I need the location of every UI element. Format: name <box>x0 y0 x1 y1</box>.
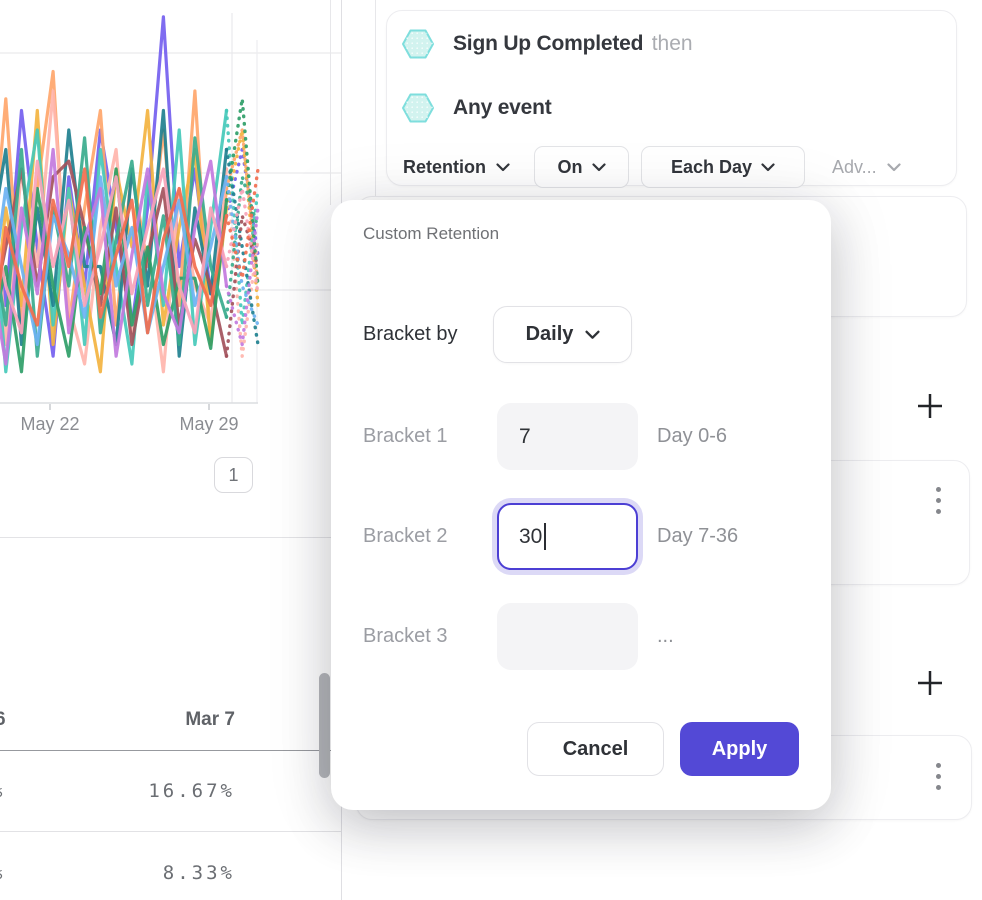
table-row[interactable]: % 16.67% <box>0 751 341 832</box>
chevron-down-icon <box>591 162 606 171</box>
page-number: 1 <box>228 464 239 485</box>
on-dropdown-label: On <box>557 156 583 177</box>
section-divider <box>0 537 341 538</box>
vertical-scrollbar-thumb[interactable] <box>319 673 330 778</box>
on-dropdown[interactable]: On <box>534 146 629 188</box>
plus-icon <box>918 394 942 418</box>
bracket-2-label: Bracket 2 <box>363 525 448 547</box>
kebab-dot <box>935 763 941 768</box>
bracket-row-2: Bracket 2 30 Day 7-36 <box>363 503 799 570</box>
bracket-3-input[interactable] <box>497 603 638 670</box>
retention-table: 6 Mar 7 % 16.67% % 8.33% <box>0 690 341 900</box>
table-header-row: 6 Mar 7 <box>0 690 341 751</box>
bracket-by-row: Bracket by Daily <box>363 306 799 363</box>
table-cell-retention-value: 8.33% <box>162 861 235 884</box>
interval-dropdown-label: Each Day <box>670 156 753 177</box>
chart-canvas <box>0 13 341 410</box>
event-hexagon-icon <box>402 29 434 59</box>
bracket-3-label: Bracket 3 <box>363 625 448 647</box>
interval-dropdown[interactable]: Each Day <box>641 146 805 188</box>
bracket-2-range: Day 7-36 <box>657 525 739 547</box>
add-metric-button[interactable] <box>915 391 945 421</box>
table-cell-clipped: % <box>0 862 20 884</box>
add-filter-button[interactable] <box>915 668 945 698</box>
kebab-dot <box>935 774 941 779</box>
metric-dropdown-label: Retention <box>403 156 486 177</box>
advanced-dropdown-label: Adv... <box>832 156 877 177</box>
bracket-by-value: Daily <box>525 323 574 345</box>
kebab-dot <box>935 509 941 514</box>
kebab-dot <box>935 498 941 503</box>
x-axis-tick-label: May 29 <box>179 414 239 434</box>
modal-actions: Cancel Apply <box>527 722 799 776</box>
text-cursor <box>544 523 547 550</box>
metric-controls-row: Retention On Each Day Adv... <box>401 146 940 188</box>
chevron-down-icon <box>761 162 775 171</box>
table-header-cell-clipped: 6 <box>0 709 6 730</box>
pane-divider <box>375 0 376 200</box>
event-step-row[interactable]: Sign Up Completed then <box>401 27 940 61</box>
bracket-1-input[interactable]: 7 <box>497 403 638 470</box>
kebab-dot <box>935 785 941 790</box>
metric-dropdown[interactable]: Retention <box>401 157 512 178</box>
table-cell-clipped: % <box>0 780 20 802</box>
card-options-menu-button[interactable] <box>928 763 948 790</box>
apply-button[interactable]: Apply <box>680 722 799 776</box>
table-cell-retention-value: 16.67% <box>148 780 235 802</box>
event-name: Any event <box>453 96 552 119</box>
query-builder-card: Sign Up Completed then Any event Retenti… <box>386 10 957 188</box>
custom-retention-modal: Custom Retention Bracket by Daily Bracke… <box>331 200 831 810</box>
table-row[interactable]: % 8.33% <box>0 832 341 900</box>
pagination-page-badge[interactable]: 1 <box>214 457 253 493</box>
kebab-dot <box>935 487 941 492</box>
chevron-down-icon <box>496 162 510 171</box>
chevron-down-icon <box>585 330 600 339</box>
retention-line-chart <box>0 0 341 412</box>
plus-icon <box>918 671 942 695</box>
bracket-row-1: Bracket 1 7 Day 0-6 <box>363 403 799 470</box>
bracket-1-label: Bracket 1 <box>363 425 448 447</box>
event-step-row[interactable]: Any event <box>401 91 940 125</box>
bracket-3-range: ... <box>657 625 674 647</box>
event-hexagon-icon <box>402 93 434 123</box>
cancel-button[interactable]: Cancel <box>527 722 664 776</box>
bracket-1-range: Day 0-6 <box>657 425 728 447</box>
modal-title: Custom Retention <box>363 224 500 243</box>
advanced-dropdown[interactable]: Adv... <box>832 157 901 178</box>
bracket-1-value: 7 <box>519 424 531 448</box>
bracket-2-value: 30 <box>519 524 543 548</box>
event-name: Sign Up Completed <box>453 32 644 55</box>
bracket-2-input[interactable]: 30 <box>497 503 638 570</box>
event-connector-label: then <box>651 32 693 55</box>
card-options-menu-button[interactable] <box>928 487 948 514</box>
bracket-by-label: Bracket by <box>363 323 458 345</box>
chevron-down-icon <box>887 162 901 171</box>
table-header-cell-date: Mar 7 <box>185 709 235 730</box>
bracket-row-3: Bracket 3 ... <box>363 603 799 670</box>
bracket-by-dropdown[interactable]: Daily <box>493 306 633 363</box>
x-axis-tick-label: May 22 <box>20 414 80 434</box>
pane-divider <box>330 0 331 205</box>
